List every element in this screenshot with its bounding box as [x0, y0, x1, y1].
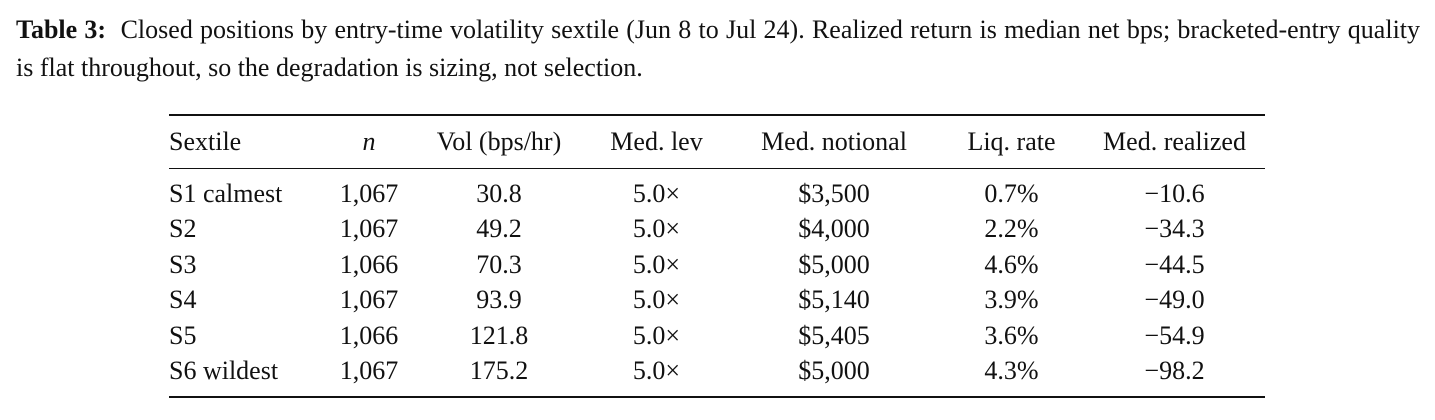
header-sextile: Sextile — [169, 127, 242, 156]
table-row: S2 1,067 49.2 5.0× $4,000 2.2% −34.3 — [169, 211, 1265, 246]
cell-med-lev: 5.0× — [632, 356, 681, 386]
cell-med-notional: $4,000 — [798, 214, 870, 244]
cell-vol: 93.9 — [476, 285, 522, 315]
header-med-realized: Med. realized — [1103, 127, 1246, 156]
cell-med-notional: $5,000 — [798, 249, 870, 279]
cell-med-realized: −98.2 — [1144, 356, 1205, 386]
cell-vol: 49.2 — [476, 214, 522, 244]
cell-med-lev: 5.0× — [632, 285, 681, 315]
cell-vol: 175.2 — [469, 356, 529, 386]
cell-med-lev: 5.0× — [632, 179, 681, 208]
header-vol: Vol (bps/hr) — [436, 127, 562, 156]
header-med-lev: Med. lev — [610, 127, 703, 156]
cell-sextile: S4 — [169, 285, 197, 315]
cell-n: 1,066 — [339, 320, 399, 350]
volatility-sextile-table: Sextile n Vol (bps/hr) Med. lev Med. not… — [169, 114, 1265, 398]
cell-med-lev: 5.0× — [632, 320, 681, 350]
cell-liq-rate: 0.7% — [984, 179, 1039, 208]
cell-vol: 30.8 — [476, 179, 522, 208]
cell-sextile: S5 — [169, 320, 197, 350]
cell-n: 1,067 — [339, 285, 399, 315]
cell-liq-rate: 4.6% — [984, 249, 1039, 279]
header-liq-rate: Liq. rate — [967, 127, 1056, 156]
cell-med-realized: −54.9 — [1144, 320, 1205, 350]
caption-label: Table 3: — [16, 15, 107, 44]
cell-med-notional: $5,000 — [798, 356, 870, 386]
cell-med-realized: −49.0 — [1144, 285, 1205, 315]
cell-liq-rate: 2.2% — [984, 214, 1039, 244]
table-row: S5 1,066 121.8 5.0× $5,405 3.6% −54.9 — [169, 318, 1265, 353]
table-row: S1 calmest 1,067 30.8 5.0× $3,500 0.7% −… — [169, 169, 1265, 212]
cell-n: 1,067 — [339, 179, 399, 208]
cell-med-realized: −34.3 — [1144, 214, 1205, 244]
cell-n: 1,067 — [339, 356, 399, 386]
cell-sextile: S2 — [169, 214, 197, 244]
cell-sextile: S1 calmest — [169, 179, 283, 208]
cell-liq-rate: 3.9% — [984, 285, 1039, 315]
cell-med-realized: −44.5 — [1144, 249, 1205, 279]
cell-med-realized: −10.6 — [1144, 179, 1205, 208]
cell-med-notional: $5,405 — [798, 320, 870, 350]
table-row: S3 1,066 70.3 5.0× $5,000 4.6% −44.5 — [169, 247, 1265, 282]
cell-liq-rate: 4.3% — [984, 356, 1039, 386]
cell-liq-rate: 3.6% — [984, 320, 1039, 350]
table-header-row: Sextile n Vol (bps/hr) Med. lev Med. not… — [169, 115, 1265, 169]
table-row: S4 1,067 93.9 5.0× $5,140 3.9% −49.0 — [169, 282, 1265, 317]
cell-vol: 70.3 — [476, 249, 522, 279]
cell-med-notional: $5,140 — [798, 285, 870, 315]
cell-med-lev: 5.0× — [632, 249, 681, 279]
cell-n: 1,066 — [339, 249, 399, 279]
cell-sextile: S3 — [169, 249, 197, 279]
caption-text: Closed positions by entry-time volatilit… — [16, 15, 1421, 82]
table-container: Sextile n Vol (bps/hr) Med. lev Med. not… — [169, 114, 1265, 398]
cell-med-lev: 5.0× — [632, 214, 681, 244]
cell-n: 1,067 — [339, 214, 399, 244]
cell-sextile: S6 wildest — [169, 356, 279, 386]
table-row: S6 wildest 1,067 175.2 5.0× $5,000 4.3% … — [169, 353, 1265, 398]
header-med-notional: Med. notional — [761, 127, 907, 156]
cell-med-notional: $3,500 — [798, 179, 870, 208]
table-caption: Table 3: Closed positions by entry-time … — [16, 11, 1420, 87]
header-n: n — [362, 127, 376, 156]
cell-vol: 121.8 — [469, 320, 529, 350]
